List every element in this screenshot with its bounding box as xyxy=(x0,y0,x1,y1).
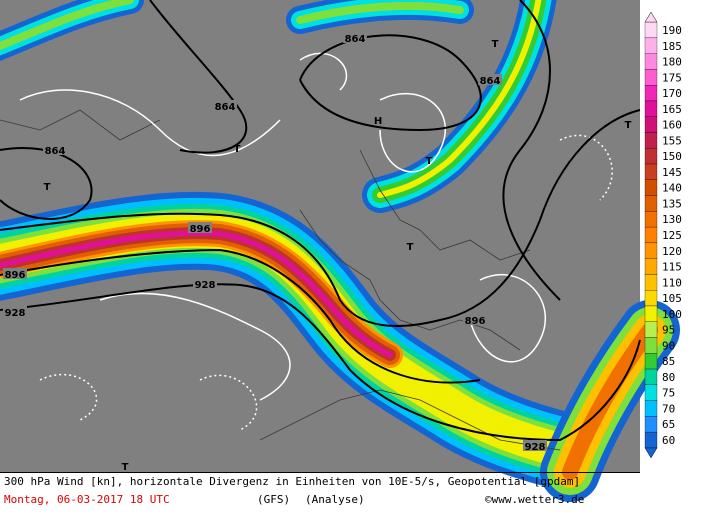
legend-label: 100 xyxy=(662,308,682,321)
label-box xyxy=(188,222,212,233)
legend-swatch xyxy=(644,353,658,370)
label-box xyxy=(463,314,487,325)
label-box xyxy=(213,100,237,111)
contour-label: 928 xyxy=(525,442,546,453)
divergence-contours xyxy=(19,52,613,431)
pressure-mark: T xyxy=(122,462,129,473)
pressure-mark: T xyxy=(492,39,499,50)
legend-label: 155 xyxy=(662,134,682,147)
legend-label: 135 xyxy=(662,197,682,210)
pressure-mark: T xyxy=(407,242,414,253)
legend-label: 160 xyxy=(662,119,682,132)
caption: 300 hPa Wind [kn], horizontale Divergenz… xyxy=(4,475,580,488)
contour-label: 864 xyxy=(45,146,66,157)
contour-label: 928 xyxy=(5,308,26,319)
label-box xyxy=(3,306,27,317)
jet-core xyxy=(0,230,393,358)
legend-swatch xyxy=(644,242,658,259)
legend-label: 110 xyxy=(662,276,682,289)
legend-label: 120 xyxy=(662,245,682,258)
legend-label: 80 xyxy=(662,371,675,384)
run: (Analyse) xyxy=(305,493,365,506)
legend-label: 65 xyxy=(662,418,675,431)
contour-label: 896 xyxy=(465,316,486,327)
legend-swatch xyxy=(644,116,658,133)
contour-label: 864 xyxy=(480,76,501,87)
legend-label: 125 xyxy=(662,229,682,242)
legend-label: 145 xyxy=(662,166,682,179)
label-box xyxy=(193,278,217,289)
jet-band xyxy=(377,0,542,198)
legend-label: 185 xyxy=(662,40,682,53)
legend-swatch xyxy=(644,179,658,196)
legend-swatch xyxy=(644,132,658,149)
legend-label: 190 xyxy=(662,24,682,37)
map-labels: 864 864 864 864 896 896 896 928 928 928 T T T T T T T H xyxy=(3,32,632,473)
legend-swatch xyxy=(644,100,658,117)
legend-swatch xyxy=(644,69,658,86)
legend-swatch xyxy=(644,226,658,244)
legend-label: 140 xyxy=(662,182,682,195)
pressure-mark: T xyxy=(234,144,241,155)
legend-swatch xyxy=(644,305,658,322)
legend-swatch xyxy=(644,274,658,291)
legend-swatch xyxy=(644,431,658,449)
legend-label: 130 xyxy=(662,213,682,226)
wind-bands xyxy=(0,0,680,502)
label-box xyxy=(343,32,367,43)
date: Montag, 06-03-2017 18 UTC xyxy=(4,493,170,506)
credit: ©www.wetter3.de xyxy=(485,493,584,506)
legend-label: 75 xyxy=(662,387,675,400)
legend-label: 150 xyxy=(662,150,682,163)
legend-label: 175 xyxy=(662,71,682,84)
model: (GFS) xyxy=(257,493,290,506)
label-box xyxy=(523,440,547,451)
pressure-mark: T xyxy=(426,156,433,167)
legend-swatch xyxy=(644,211,658,228)
pressure-mark: T xyxy=(625,120,632,131)
legend-swatch xyxy=(644,416,658,433)
color-legend: 190 185 180 175 170 165 160 155 150 145 140 135 130 1… xyxy=(644,11,682,459)
legend-swatch xyxy=(644,195,658,212)
legend-swatch xyxy=(644,163,658,180)
legend-label: 165 xyxy=(662,103,682,116)
geopotential-contours xyxy=(0,0,641,442)
legend-swatch xyxy=(644,337,658,354)
legend-swatch xyxy=(644,400,658,417)
coastlines xyxy=(0,109,561,451)
contour-label: 896 xyxy=(5,270,26,281)
contour-label: 864 xyxy=(345,34,366,45)
legend-label: 115 xyxy=(662,261,682,274)
label-box xyxy=(3,268,27,279)
label-box xyxy=(478,74,502,85)
legend-swatch xyxy=(644,258,658,275)
legend-swatch xyxy=(644,290,658,307)
legend-swatch xyxy=(644,368,658,385)
legend-label: 90 xyxy=(662,339,675,352)
label-box xyxy=(43,144,67,155)
legend-label: 70 xyxy=(662,402,675,415)
legend-label: 95 xyxy=(662,324,675,337)
legend-label: 170 xyxy=(662,87,682,100)
contour-label: 864 xyxy=(215,102,236,113)
jet-band xyxy=(0,0,464,51)
legend-swatch xyxy=(644,85,658,102)
legend-swatch xyxy=(644,384,658,401)
legend-label: 180 xyxy=(662,56,682,69)
contour-label: 896 xyxy=(190,224,211,235)
contour-label: 928 xyxy=(195,280,216,291)
legend-swatch xyxy=(644,321,658,338)
legend-swatch xyxy=(644,53,658,70)
legend-swatch xyxy=(644,148,658,165)
legend-swatch xyxy=(644,21,658,39)
legend-label: 105 xyxy=(662,292,682,305)
legend-swatch xyxy=(644,37,658,54)
pressure-mark: H xyxy=(374,116,382,127)
pressure-mark: T xyxy=(44,182,51,193)
legend-label: 85 xyxy=(662,355,675,368)
legend-label: 60 xyxy=(662,434,675,447)
